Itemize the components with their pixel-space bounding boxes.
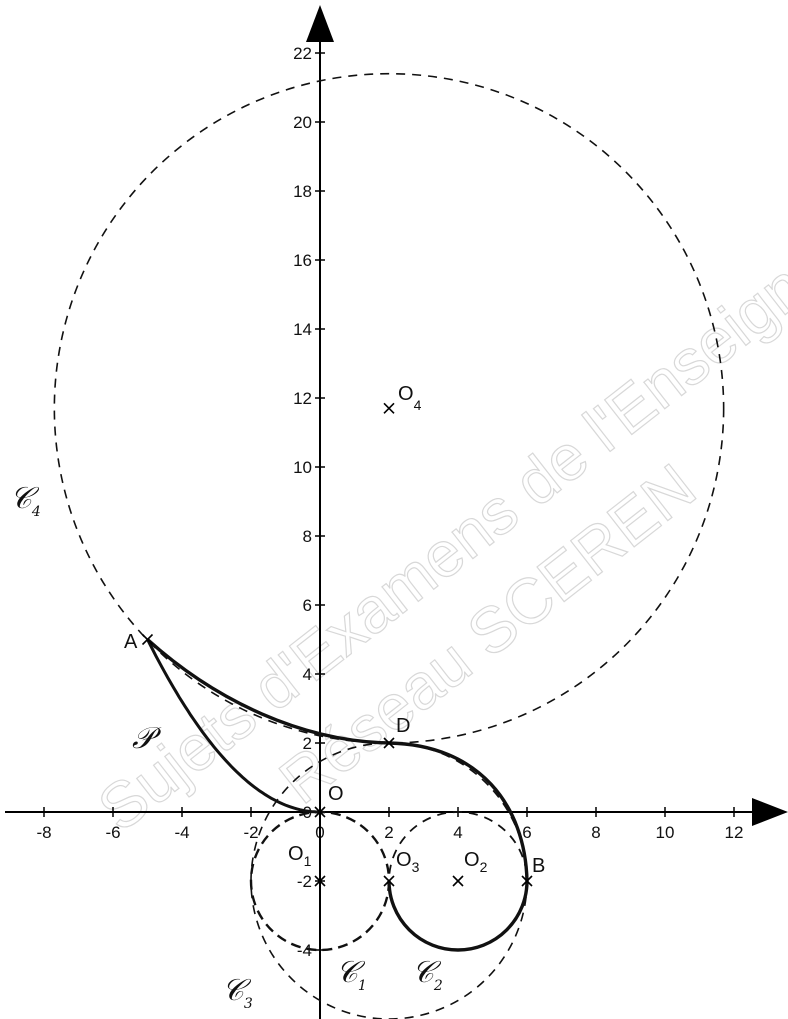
y-tick-label: 22 bbox=[293, 44, 312, 63]
label-point-o2-sub: 2 bbox=[480, 859, 488, 875]
y-tick-label: 4 bbox=[303, 665, 312, 684]
point-marker-o4-icon bbox=[383, 402, 395, 414]
point-marker-b-icon bbox=[521, 875, 533, 887]
x-tick-label: -8 bbox=[36, 823, 51, 842]
y-tick-label: 14 bbox=[293, 320, 312, 339]
y-tick-label: -2 bbox=[297, 872, 312, 891]
x-axis-arrow-icon bbox=[752, 798, 788, 826]
circle-c4 bbox=[53, 72, 725, 744]
x-tick-label: 8 bbox=[591, 823, 600, 842]
label-curve-c4: 𝒞4 bbox=[10, 481, 41, 520]
y-tick-label: -4 bbox=[297, 941, 312, 960]
y-tick-label: 2 bbox=[303, 734, 312, 753]
x-tick-label: 10 bbox=[656, 823, 675, 842]
y-tick-label: 20 bbox=[293, 113, 312, 132]
point-marker-o2-icon bbox=[452, 875, 464, 887]
y-tick-label: 8 bbox=[303, 527, 312, 546]
label-point-o3-sub: 3 bbox=[412, 859, 420, 875]
label-point-d: D bbox=[396, 715, 410, 737]
y-axis-arrow-icon bbox=[306, 5, 334, 42]
label-curve-c3-sub: 3 bbox=[244, 996, 253, 1012]
y-tick-label: 18 bbox=[293, 182, 312, 201]
y-tick-label: 10 bbox=[293, 458, 312, 477]
x-tick-label: -6 bbox=[105, 823, 120, 842]
x-tick-label: -2 bbox=[243, 823, 258, 842]
label-curve-c1-sub: 1 bbox=[358, 978, 367, 994]
thick-curve bbox=[146, 638, 529, 952]
label-curve-c4-sub: 4 bbox=[31, 504, 41, 520]
label-point-o2: O2 bbox=[464, 849, 488, 875]
point-marker-o-icon bbox=[314, 806, 326, 818]
label-point-o1-main: O bbox=[288, 843, 304, 865]
y-tick-label: 12 bbox=[293, 389, 312, 408]
y-tick-label: 6 bbox=[303, 596, 312, 615]
x-tick-label: 6 bbox=[522, 823, 531, 842]
watermark: Sujets d'Examens de l'Enseignement Résea… bbox=[84, 139, 788, 845]
point-markers bbox=[141, 402, 533, 887]
parabola-p bbox=[146, 638, 320, 814]
y-tick-label: 16 bbox=[293, 251, 312, 270]
x-tick-label: -4 bbox=[174, 823, 189, 842]
label-point-o4: O4 bbox=[398, 383, 422, 413]
label-point-o4-sub: 4 bbox=[414, 397, 422, 413]
point-marker-a-icon bbox=[141, 633, 154, 646]
label-curve-c1: 𝒞1 bbox=[336, 955, 367, 994]
point-marker-o3-icon bbox=[383, 875, 395, 887]
label-curve-c2: 𝒞2 bbox=[412, 955, 443, 994]
label-point-o4-main: O bbox=[398, 383, 414, 405]
label-point-b: B bbox=[532, 855, 545, 877]
x-tick-label: 12 bbox=[725, 823, 744, 842]
label-curve-c2-sub: 2 bbox=[433, 978, 443, 994]
label-point-o1-sub: 1 bbox=[304, 853, 312, 869]
x-tick-label: 4 bbox=[453, 823, 462, 842]
label-curve-c3: 𝒞3 bbox=[222, 973, 253, 1012]
point-marker-o1-icon bbox=[314, 875, 326, 887]
label-point-o: O bbox=[328, 783, 344, 805]
label-point-o3-main: O bbox=[396, 849, 412, 871]
label-point-o1: O1 bbox=[288, 843, 312, 869]
x-tick-label: 2 bbox=[384, 823, 393, 842]
label-point-a: A bbox=[124, 631, 138, 653]
label-point-o2-main: O bbox=[464, 849, 480, 871]
label-point-o3: O3 bbox=[396, 849, 420, 875]
point-marker-d-icon bbox=[383, 737, 395, 749]
